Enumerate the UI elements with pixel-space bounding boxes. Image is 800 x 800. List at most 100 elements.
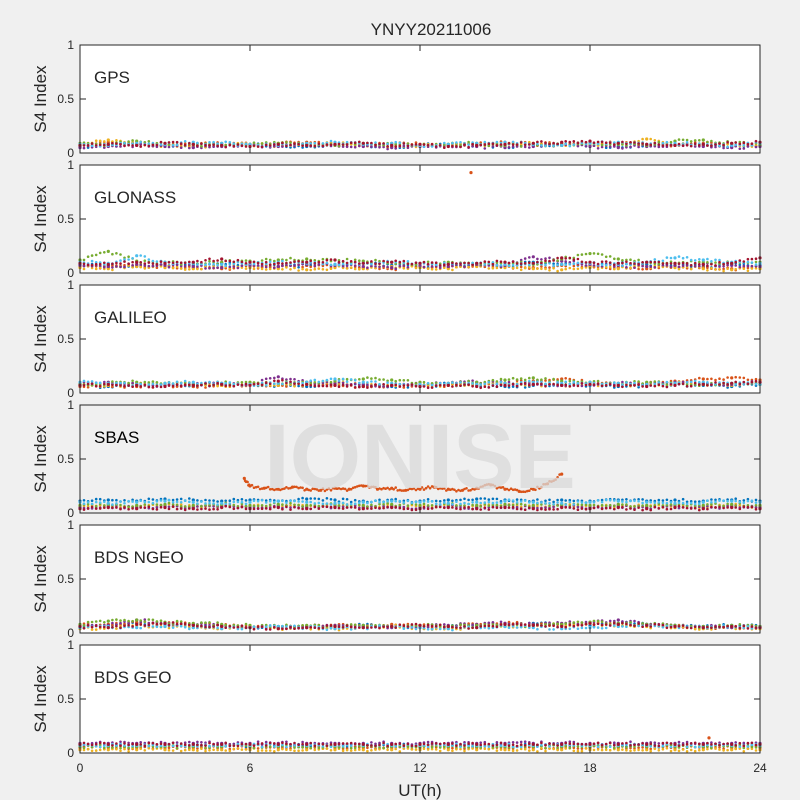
data-point: [268, 263, 272, 266]
data-point: [669, 265, 673, 269]
data-point: [273, 376, 276, 380]
data-point: [754, 260, 758, 264]
data-point: [179, 146, 183, 149]
data-point: [613, 267, 616, 271]
figure-title: YNYY20211006: [371, 20, 492, 39]
data-point: [204, 498, 207, 502]
data-point: [301, 383, 304, 387]
data-point: [135, 383, 139, 387]
data-point: [507, 380, 511, 384]
data-point: [353, 386, 357, 389]
data-point: [135, 503, 139, 507]
data-point: [600, 500, 604, 504]
data-point: [633, 266, 636, 270]
data-point: [596, 382, 600, 386]
data-point: [588, 139, 592, 143]
data-point: [224, 382, 227, 385]
data-point: [135, 500, 139, 504]
data-point: [511, 145, 515, 148]
data-point: [588, 260, 592, 264]
data-point: [718, 377, 721, 381]
data-point: [406, 260, 410, 263]
data-point: [106, 142, 110, 146]
data-point: [317, 142, 321, 146]
data-point: [382, 265, 385, 268]
data-point: [746, 382, 750, 386]
data-point: [147, 140, 151, 143]
data-point: [637, 499, 640, 503]
data-point: [596, 262, 600, 266]
data-point: [111, 141, 114, 145]
data-point: [552, 141, 555, 145]
data-point: [268, 144, 272, 147]
data-point: [637, 145, 640, 149]
data-point: [633, 508, 636, 512]
data-point: [701, 503, 705, 507]
data-point: [167, 384, 171, 387]
data-point: [337, 263, 341, 267]
data-point: [398, 264, 402, 268]
data-point: [540, 140, 543, 143]
data-point: [155, 260, 159, 263]
data-point: [730, 499, 734, 503]
data-point: [264, 143, 268, 147]
data-point: [600, 503, 604, 507]
data-point: [127, 507, 130, 511]
data-point: [358, 268, 361, 271]
data-point: [467, 261, 470, 265]
data-point: [147, 144, 151, 148]
data-point: [135, 254, 139, 258]
data-point: [248, 500, 252, 504]
data-point: [111, 252, 114, 256]
data-point: [455, 145, 458, 148]
data-point: [754, 263, 758, 266]
data-point: [236, 258, 240, 262]
data-point: [734, 375, 737, 379]
data-point: [260, 267, 264, 271]
data-point: [438, 266, 442, 270]
data-point: [285, 261, 288, 265]
data-point: [220, 257, 224, 261]
data-point: [90, 263, 94, 267]
data-point: [289, 377, 292, 381]
data-point: [649, 384, 652, 387]
data-point: [677, 255, 681, 258]
data-point: [645, 260, 649, 264]
data-point: [147, 383, 151, 386]
data-point: [232, 503, 236, 507]
data-point: [260, 142, 264, 145]
data-point: [82, 264, 86, 268]
data-point: [127, 381, 130, 385]
data-point: [341, 259, 345, 263]
data-point: [131, 257, 134, 260]
data-point: [649, 137, 652, 141]
data-point: [341, 383, 345, 387]
data-point: [208, 141, 211, 144]
data-point: [256, 500, 260, 503]
data-point: [191, 146, 195, 150]
data-point: [313, 264, 317, 268]
data-point: [544, 263, 547, 267]
data-point: [94, 262, 98, 266]
data-point: [625, 381, 628, 384]
data-point: [519, 265, 523, 269]
data-point: [246, 480, 249, 484]
data-point: [329, 139, 333, 143]
data-point: [115, 498, 118, 502]
data-point: [321, 144, 325, 148]
data-point: [305, 268, 309, 272]
data-point: [313, 381, 317, 384]
data-point: [734, 143, 737, 147]
data-point: [600, 260, 604, 264]
data-point: [722, 262, 725, 266]
data-point: [321, 268, 325, 271]
data-point: [135, 143, 139, 147]
data-point: [600, 143, 604, 147]
data-point: [313, 378, 317, 382]
data-point: [123, 502, 126, 505]
y-tick-label: 1: [67, 38, 74, 52]
data-point: [382, 142, 385, 145]
data-point: [317, 260, 321, 264]
data-point: [94, 144, 98, 147]
data-point: [196, 508, 199, 511]
